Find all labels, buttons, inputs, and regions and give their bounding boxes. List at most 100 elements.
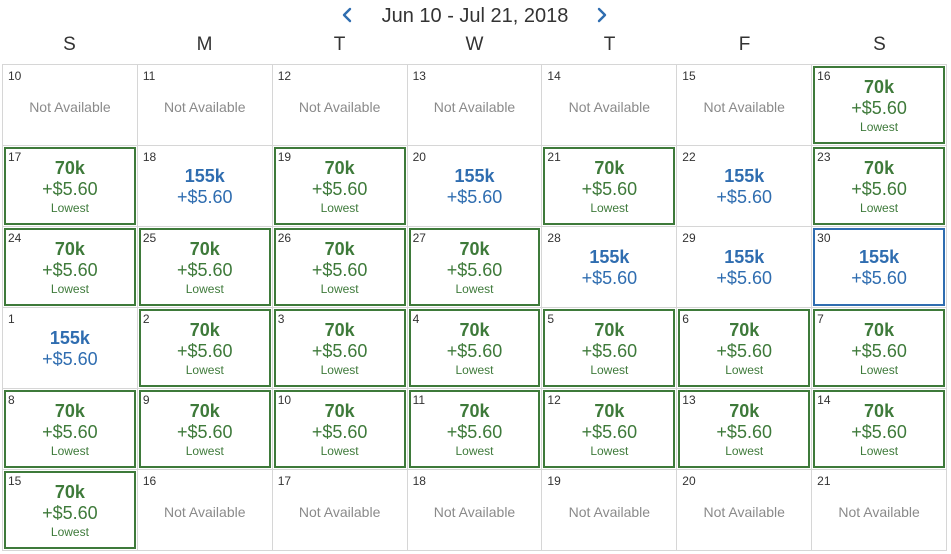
not-available-label: Not Available [164,99,246,115]
calendar-day-cell[interactable]: 29 155k +$5.60 [677,227,813,308]
points-price: 70k [594,401,625,421]
calendar-day-cell[interactable]: 4 70k +$5.60 Lowest [407,308,543,389]
taxes-fees: +$5.60 [851,268,907,288]
calendar-day-cell[interactable]: 11 70k +$5.60 Lowest [407,389,543,470]
day-number: 16 [142,474,157,488]
not-available-label: Not Available [164,504,246,520]
day-number: 21 [817,474,831,488]
points-price: 70k [729,320,760,340]
points-price: 70k [189,320,220,340]
calendar-day-cell[interactable]: 10 70k +$5.60 Lowest [272,389,408,470]
day-number: 13 [412,69,426,83]
calendar-day-cell: 13 Not Available [407,65,543,146]
taxes-fees: +$5.60 [176,341,233,361]
calendar-day-cell[interactable]: 14 70k +$5.60 Lowest [812,389,947,470]
calendar-day-cell[interactable]: 5 70k +$5.60 Lowest [542,308,678,389]
price-block: 70k +$5.60 Lowest [408,320,542,378]
price-block: 70k +$5.60 Lowest [273,320,407,378]
price-block: 155k +$5.60 [542,247,676,289]
day-number: 14 [547,69,561,83]
day-number: 18 [142,150,157,164]
taxes-fees: +$5.60 [311,179,368,199]
calendar-day-cell[interactable]: 28 155k +$5.60 [542,227,678,308]
lowest-fare-label: Lowest [320,201,359,215]
taxes-fees: +$5.60 [851,98,907,118]
lowest-fare-label: Lowest [725,363,764,377]
calendar-day-cell[interactable]: 12 70k +$5.60 Lowest [542,389,678,470]
calendar-day-cell[interactable]: 17 70k +$5.60 Lowest [3,146,138,227]
price-block: 70k +$5.60 Lowest [542,320,676,378]
calendar-day-cell[interactable]: 7 70k +$5.60 Lowest [812,308,947,389]
day-number: 20 [682,474,696,488]
points-price: 70k [54,239,85,259]
day-number: 14 [817,393,831,407]
points-price: 70k [324,320,355,340]
price-block: 70k +$5.60 Lowest [812,401,946,459]
day-number: 18 [412,474,426,488]
calendar-day-cell[interactable]: 25 70k +$5.60 Lowest [137,227,273,308]
lowest-fare-label: Lowest [590,444,629,458]
taxes-fees: +$5.60 [716,268,772,288]
calendar-day-cell[interactable]: 21 70k +$5.60 Lowest [542,146,678,227]
day-number: 23 [817,150,831,164]
points-price: 70k [864,77,895,97]
calendar-day-cell[interactable]: 6 70k +$5.60 Lowest [677,308,813,389]
day-number: 19 [277,150,292,164]
weekday-label-wed: W [465,34,484,55]
calendar-day-cell[interactable]: 8 70k +$5.60 Lowest [3,389,138,470]
calendar-day-cell[interactable]: 27 70k +$5.60 Lowest [407,227,543,308]
day-number: 12 [547,393,561,407]
taxes-fees: +$5.60 [176,187,233,207]
not-available-label: Not Available [703,99,785,115]
calendar-day-cell[interactable]: 9 70k +$5.60 Lowest [137,389,273,470]
calendar-day-cell[interactable]: 1 155k +$5.60 [3,308,138,389]
chevron-left-icon [342,7,352,23]
day-number: 17 [277,474,292,488]
day-number: 12 [277,69,292,83]
price-block: 70k +$5.60 Lowest [812,77,946,135]
prev-range-button[interactable] [336,3,358,27]
day-number: 15 [8,474,22,488]
day-number: 26 [277,231,292,245]
next-range-button[interactable] [591,3,613,27]
weekday-label-tue: T [333,34,346,55]
calendar-day-cell[interactable]: 15 70k +$5.60 Lowest [3,470,138,551]
calendar-day-cell[interactable]: 2 70k +$5.60 Lowest [137,308,273,389]
day-number: 8 [8,393,15,407]
not-available-label: Not Available [703,504,785,520]
calendar-day-cell[interactable]: 20 155k +$5.60 [407,146,543,227]
calendar-day-cell[interactable]: 3 70k +$5.60 Lowest [272,308,408,389]
day-number: 27 [412,231,426,245]
calendar-header: Jun 10 - Jul 21, 2018 [0,0,951,30]
calendar-day-cell[interactable]: 16 70k +$5.60 Lowest [812,65,947,146]
calendar-day-cell[interactable]: 19 70k +$5.60 Lowest [272,146,408,227]
points-price: 70k [324,401,355,421]
day-number: 11 [412,393,426,407]
day-number: 10 [8,69,22,83]
calendar-day-cell: 10 Not Available [3,65,138,146]
taxes-fees: +$5.60 [446,260,503,280]
points-price: 70k [54,158,85,178]
calendar-day-cell[interactable]: 24 70k +$5.60 Lowest [3,227,138,308]
weekday-label-fri: F [738,34,751,55]
points-price: 155k [724,166,765,186]
date-range-title: Jun 10 - Jul 21, 2018 [381,5,569,27]
lowest-fare-label: Lowest [50,282,89,296]
price-block: 70k +$5.60 Lowest [138,320,272,378]
calendar-day-cell[interactable]: 18 155k +$5.60 [137,146,273,227]
lowest-fare-label: Lowest [455,282,494,296]
day-number: 5 [547,312,555,326]
chevron-right-icon [597,7,607,23]
calendar-day-cell: 15 Not Available [677,65,813,146]
points-price: 70k [189,239,220,259]
price-block: 70k +$5.60 Lowest [3,158,137,216]
calendar-day-cell[interactable]: 30 155k +$5.60 [812,227,947,308]
taxes-fees: +$5.60 [851,341,907,361]
calendar-day-cell[interactable]: 26 70k +$5.60 Lowest [272,227,408,308]
calendar-day-cell[interactable]: 22 155k +$5.60 [677,146,813,227]
day-number: 20 [412,150,426,164]
calendar-day-cell[interactable]: 23 70k +$5.60 Lowest [812,146,947,227]
calendar-day-cell: 17 Not Available [272,470,408,551]
calendar-day-cell[interactable]: 13 70k +$5.60 Lowest [677,389,813,470]
price-block: 70k +$5.60 Lowest [138,401,272,459]
